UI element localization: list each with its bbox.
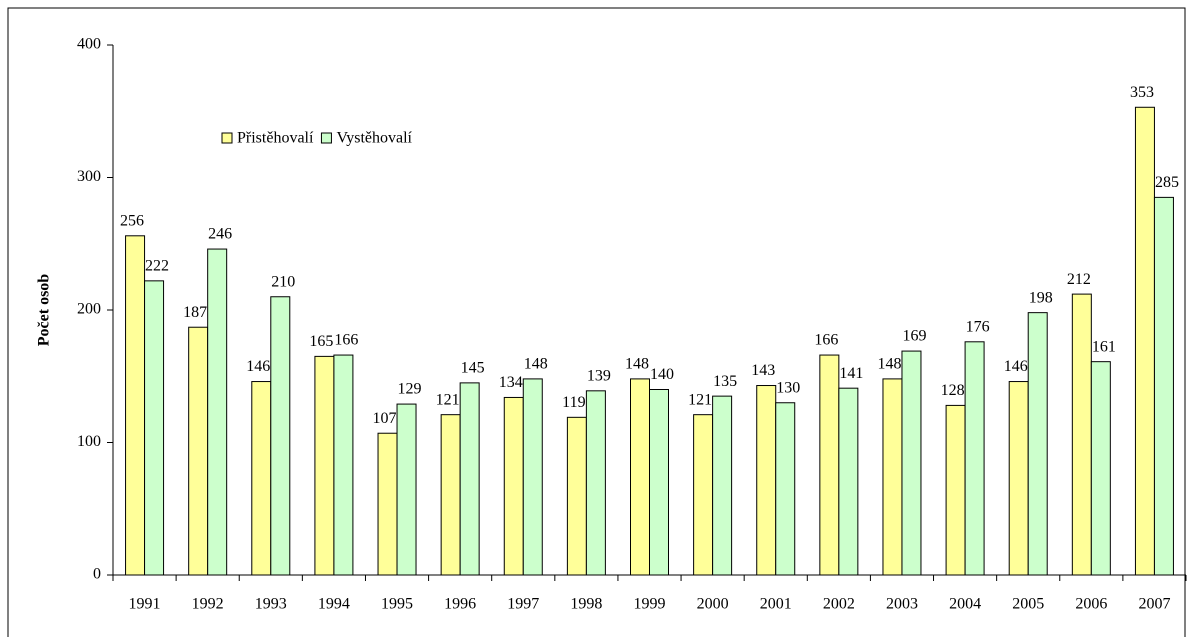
bar xyxy=(585,390,606,576)
value-label: 141 xyxy=(839,365,863,382)
y-tick-label: 100 xyxy=(77,433,101,450)
bar xyxy=(775,402,796,576)
value-label: 119 xyxy=(562,394,585,411)
bar xyxy=(440,414,461,576)
y-tick-label: 200 xyxy=(77,301,101,318)
x-tick-label: 1995 xyxy=(381,596,413,613)
value-label: 246 xyxy=(208,226,232,243)
bar xyxy=(251,381,272,576)
value-label: 140 xyxy=(650,366,674,383)
value-label: 210 xyxy=(271,273,295,290)
value-label: 161 xyxy=(1092,338,1116,355)
bar xyxy=(756,385,777,576)
chart-frame xyxy=(7,7,1186,637)
bar xyxy=(522,378,543,576)
value-label: 169 xyxy=(902,328,926,345)
value-label: 166 xyxy=(334,332,358,349)
bar xyxy=(188,326,209,576)
bar xyxy=(901,350,922,576)
value-label: 146 xyxy=(246,358,270,375)
value-label: 134 xyxy=(499,374,523,391)
bar xyxy=(649,389,669,576)
bar xyxy=(396,403,417,576)
y-axis-label: Počet osob xyxy=(36,274,53,347)
bar xyxy=(566,416,587,576)
value-label: 129 xyxy=(398,381,422,398)
bar xyxy=(838,387,859,576)
bar xyxy=(377,432,398,576)
value-label: 135 xyxy=(713,373,737,390)
value-label: 198 xyxy=(1029,289,1053,306)
value-label: 143 xyxy=(751,362,775,379)
x-tick-label: 1999 xyxy=(634,596,666,613)
bar xyxy=(1090,361,1111,576)
value-label: 128 xyxy=(941,382,965,399)
bar xyxy=(964,341,985,576)
bar xyxy=(333,354,354,576)
value-label: 176 xyxy=(966,318,990,335)
x-tick-label: 2007 xyxy=(1138,596,1170,613)
value-label: 107 xyxy=(373,410,397,427)
bar xyxy=(207,248,228,576)
value-label: 256 xyxy=(120,212,144,229)
value-label: 146 xyxy=(1004,358,1028,375)
bar xyxy=(1071,293,1092,576)
x-tick-label: 1993 xyxy=(255,596,287,613)
x-tick-label: 2004 xyxy=(949,596,981,613)
bar xyxy=(693,414,714,576)
bar xyxy=(630,378,650,576)
x-tick-label: 2003 xyxy=(886,596,918,613)
bar xyxy=(125,235,146,576)
value-label: 145 xyxy=(461,360,485,377)
bar xyxy=(1008,381,1029,576)
bar xyxy=(819,354,840,576)
legend-label: Přistěhovalí xyxy=(237,130,314,147)
x-tick-label: 2000 xyxy=(697,596,729,613)
y-tick-label: 400 xyxy=(77,36,101,53)
value-label: 148 xyxy=(877,356,901,373)
value-label: 285 xyxy=(1155,174,1179,191)
value-label: 212 xyxy=(1067,271,1091,288)
value-label: 130 xyxy=(776,379,800,396)
y-tick-label: 0 xyxy=(93,566,101,583)
x-tick-label: 1996 xyxy=(444,596,476,613)
legend-swatch xyxy=(320,132,332,144)
bar xyxy=(503,396,524,576)
legend-swatch xyxy=(221,132,233,144)
bar xyxy=(144,280,165,576)
value-label: 121 xyxy=(688,391,712,408)
bar xyxy=(1134,106,1155,576)
bar xyxy=(1027,312,1048,576)
bar xyxy=(882,378,903,576)
value-label: 166 xyxy=(814,332,838,349)
value-label: 353 xyxy=(1130,84,1154,101)
bar xyxy=(270,296,291,576)
value-label: 148 xyxy=(524,356,548,373)
x-tick-label: 1997 xyxy=(507,596,539,613)
bar xyxy=(314,355,335,576)
x-tick-label: 2005 xyxy=(1012,596,1044,613)
x-tick-label: 1994 xyxy=(318,596,350,613)
x-tick-label: 2006 xyxy=(1075,596,1107,613)
value-label: 222 xyxy=(145,258,169,275)
value-label: 121 xyxy=(436,391,460,408)
value-label: 165 xyxy=(309,333,333,350)
x-tick-label: 2002 xyxy=(823,596,855,613)
value-label: 187 xyxy=(183,304,207,321)
y-tick-label: 300 xyxy=(77,168,101,185)
bar xyxy=(459,382,480,576)
legend-label: Vystěhovalí xyxy=(336,130,412,147)
value-label: 139 xyxy=(587,367,611,384)
value-label: 148 xyxy=(625,356,649,373)
bar xyxy=(945,404,966,576)
bar xyxy=(1153,196,1174,576)
x-tick-label: 1992 xyxy=(192,596,224,613)
x-tick-label: 1998 xyxy=(570,596,602,613)
x-tick-label: 2001 xyxy=(760,596,792,613)
bar xyxy=(712,395,733,576)
x-tick-label: 1991 xyxy=(129,596,161,613)
